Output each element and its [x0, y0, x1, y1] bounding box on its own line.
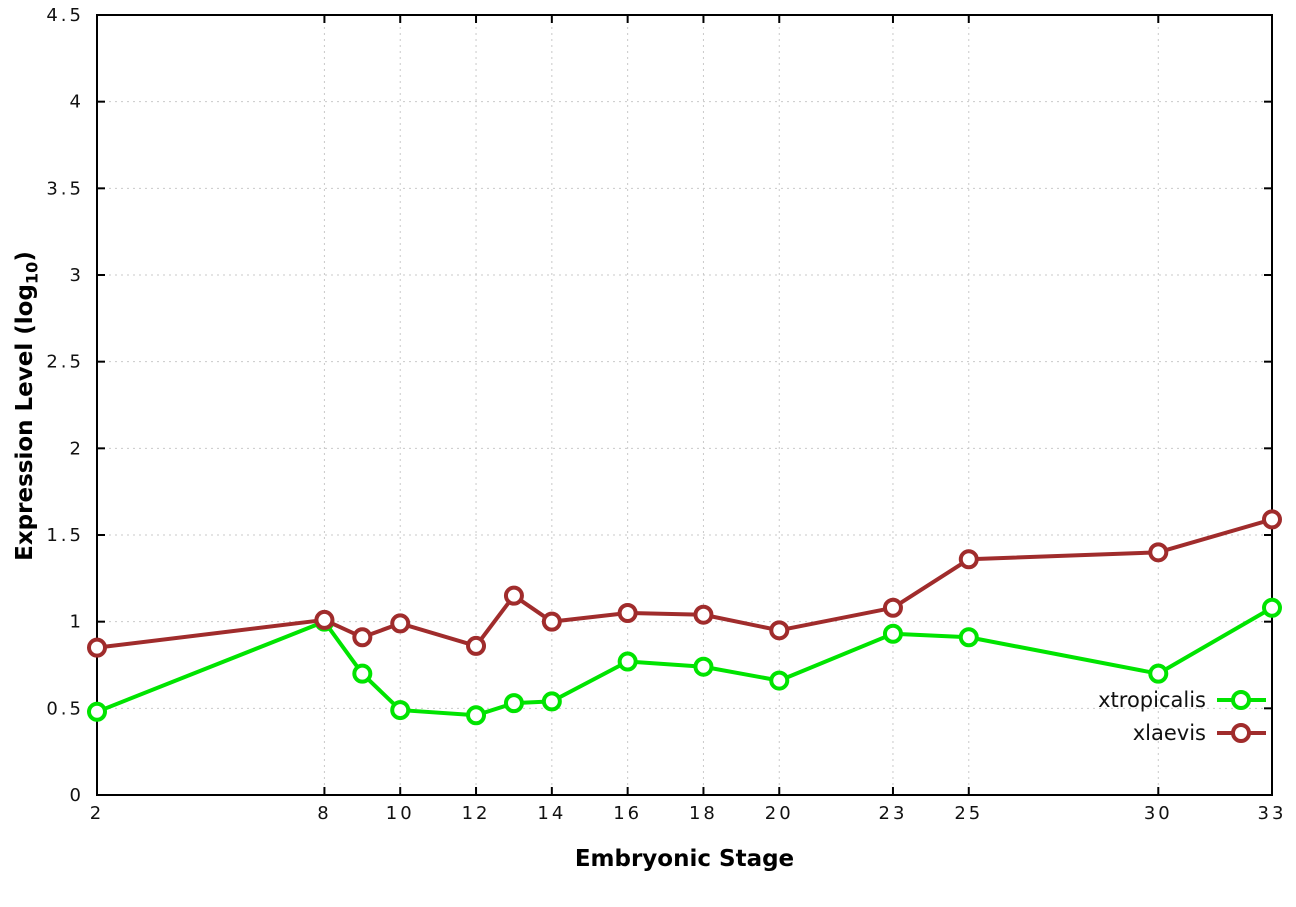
data-point-marker — [87, 701, 107, 722]
grid — [96, 14, 1273, 796]
x-tick-label: 14 — [537, 803, 566, 824]
data-point-marker — [503, 693, 524, 714]
data-point-marker — [617, 651, 638, 672]
data-point-marker — [541, 691, 562, 712]
y-tick-label: 4 — [70, 92, 84, 113]
legend-label: xlaevis — [1133, 721, 1206, 745]
y-axis-title: Expression Level (log10) — [12, 16, 44, 796]
x-tick-label: 23 — [879, 803, 908, 824]
x-tick-label: 10 — [386, 803, 415, 824]
x-tick-labels: 2 8 10 12 14 16 18 20 23 25 30 33 — [90, 803, 1287, 824]
x-tick-label: 2 — [90, 803, 104, 824]
legend-sample-marker — [1231, 723, 1251, 743]
data-point-marker — [769, 670, 790, 691]
x-tick-label: 18 — [689, 803, 718, 824]
x-tick-label: 16 — [613, 803, 642, 824]
data-point-marker — [503, 585, 524, 606]
data-point-marker — [769, 620, 790, 641]
data-point-marker — [958, 549, 979, 570]
data-point-marker — [1262, 597, 1282, 618]
legend: xtropicalis xlaevis — [1098, 688, 1266, 745]
legend-label: xtropicalis — [1098, 688, 1206, 712]
y-tick-labels: 0 0.5 1 1.5 2 2.5 3 3.5 4 4.5 — [46, 5, 84, 806]
series-line — [96, 606, 1274, 718]
data-point-marker — [882, 623, 903, 644]
series-xlaevis — [87, 509, 1282, 658]
x-tick-label: 12 — [462, 803, 491, 824]
y-axis-title-subscript: 10 — [22, 261, 42, 285]
y-tick-label: 3.5 — [46, 178, 84, 199]
data-point-marker — [882, 597, 903, 618]
x-tick-label: 20 — [765, 803, 794, 824]
data-point-marker — [87, 637, 107, 658]
y-axis-title-text: Expression Level (log — [12, 284, 38, 561]
data-point-marker — [541, 611, 562, 632]
x-axis-title: Embryonic Stage — [574, 846, 795, 872]
data-point-marker — [1262, 509, 1282, 530]
y-axis-title-close: ) — [12, 251, 38, 262]
y-tick-label: 0 — [70, 785, 84, 806]
y-tick-label: 0.5 — [46, 698, 84, 719]
data-point-marker — [693, 604, 714, 625]
series-line — [96, 517, 1273, 650]
data-point-marker — [1148, 542, 1169, 563]
y-tick-label: 2.5 — [46, 352, 84, 373]
x-tick-label: 33 — [1258, 803, 1287, 824]
y-tick-label: 2 — [70, 438, 84, 459]
data-point-marker — [352, 663, 373, 684]
legend-item-xtropicalis: xtropicalis — [1098, 688, 1266, 712]
legend-item-xlaevis: xlaevis — [1133, 721, 1266, 745]
y-tick-label: 1.5 — [46, 525, 84, 546]
y-tick-label: 1 — [70, 612, 84, 633]
data-point-marker — [352, 627, 373, 648]
legend-sample-marker — [1231, 690, 1251, 710]
data-point-marker — [314, 609, 335, 630]
y-tick-label: 3 — [70, 265, 84, 286]
data-point-marker — [693, 656, 714, 677]
data-point-marker — [958, 627, 979, 648]
axis-ticks — [96, 14, 1273, 796]
data-point-marker — [466, 705, 487, 726]
x-tick-label: 8 — [317, 803, 331, 824]
data-point-marker — [1148, 663, 1169, 684]
data-point-marker — [390, 613, 411, 634]
data-point-marker — [466, 635, 487, 656]
data-point-marker — [390, 700, 411, 721]
x-tick-label: 30 — [1144, 803, 1173, 824]
y-tick-label: 4.5 — [46, 5, 84, 26]
data-point-marker — [617, 603, 638, 623]
plot-border — [96, 14, 1273, 796]
x-tick-label: 25 — [954, 803, 983, 824]
